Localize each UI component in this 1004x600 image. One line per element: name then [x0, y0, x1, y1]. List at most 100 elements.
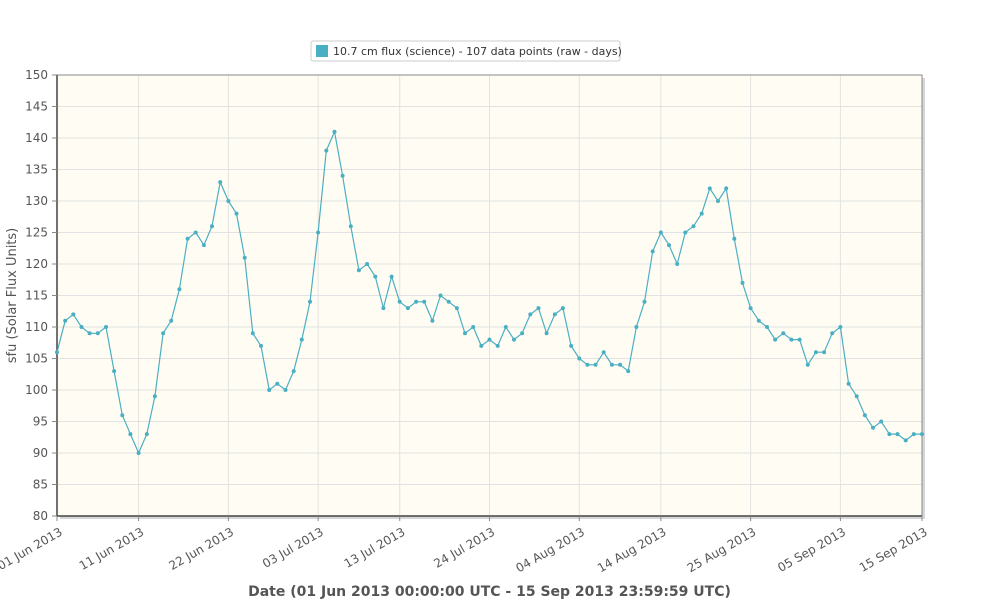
- data-point[interactable]: [683, 230, 688, 235]
- data-point[interactable]: [463, 331, 467, 336]
- data-point[interactable]: [348, 224, 353, 229]
- data-point[interactable]: [71, 312, 76, 317]
- data-point[interactable]: [699, 211, 704, 216]
- data-point[interactable]: [152, 394, 157, 399]
- data-point[interactable]: [340, 173, 345, 178]
- data-point[interactable]: [63, 318, 68, 323]
- data-point[interactable]: [740, 280, 745, 285]
- data-point[interactable]: [822, 350, 827, 355]
- data-point[interactable]: [112, 369, 117, 374]
- data-point[interactable]: [308, 299, 312, 304]
- data-point[interactable]: [324, 148, 329, 153]
- data-point[interactable]: [210, 224, 214, 229]
- data-point[interactable]: [560, 306, 565, 311]
- data-point[interactable]: [520, 331, 525, 336]
- data-point[interactable]: [79, 325, 84, 329]
- data-point[interactable]: [275, 381, 280, 386]
- data-point[interactable]: [650, 249, 655, 254]
- data-point[interactable]: [479, 343, 484, 348]
- data-point[interactable]: [838, 325, 843, 329]
- data-point[interactable]: [234, 211, 239, 216]
- data-point[interactable]: [487, 337, 492, 342]
- data-point[interactable]: [895, 432, 900, 437]
- data-point[interactable]: [495, 343, 500, 348]
- data-point[interactable]: [471, 325, 476, 329]
- data-point[interactable]: [55, 350, 59, 355]
- data-point[interactable]: [242, 255, 247, 260]
- data-point[interactable]: [601, 350, 606, 355]
- data-point[interactable]: [552, 312, 557, 317]
- data-point[interactable]: [593, 362, 598, 367]
- data-point[interactable]: [887, 432, 892, 437]
- data-point[interactable]: [781, 331, 786, 336]
- data-point[interactable]: [405, 306, 410, 311]
- data-point[interactable]: [903, 438, 908, 443]
- data-point[interactable]: [144, 432, 149, 437]
- data-point[interactable]: [805, 362, 810, 367]
- legend-box[interactable]: [310, 40, 621, 62]
- data-point[interactable]: [389, 274, 394, 279]
- legend[interactable]: 10.7 cm flux (science) - 107 data points…: [310, 40, 622, 62]
- data-point[interactable]: [512, 337, 516, 342]
- data-point[interactable]: [618, 362, 623, 367]
- data-point[interactable]: [765, 325, 769, 329]
- data-point[interactable]: [365, 262, 370, 266]
- data-point[interactable]: [169, 318, 174, 323]
- data-point[interactable]: [609, 362, 614, 367]
- data-point[interactable]: [626, 369, 631, 374]
- data-point[interactable]: [911, 432, 916, 437]
- data-point[interactable]: [259, 343, 263, 348]
- data-point[interactable]: [291, 369, 296, 374]
- data-point[interactable]: [854, 394, 859, 399]
- data-point[interactable]: [634, 325, 639, 329]
- data-point[interactable]: [104, 325, 108, 329]
- data-point[interactable]: [226, 199, 231, 203]
- data-point[interactable]: [381, 306, 386, 311]
- data-point[interactable]: [430, 318, 435, 323]
- data-point[interactable]: [830, 331, 835, 336]
- data-point[interactable]: [732, 236, 737, 241]
- data-point[interactable]: [716, 199, 720, 203]
- data-point[interactable]: [675, 262, 680, 266]
- data-point[interactable]: [724, 186, 729, 191]
- data-point[interactable]: [879, 419, 884, 424]
- data-point[interactable]: [773, 337, 778, 342]
- data-point[interactable]: [185, 236, 190, 241]
- data-point[interactable]: [316, 230, 321, 235]
- data-point[interactable]: [789, 337, 794, 342]
- data-point[interactable]: [797, 337, 802, 342]
- data-point[interactable]: [642, 299, 647, 304]
- data-point[interactable]: [414, 299, 419, 304]
- data-point[interactable]: [267, 388, 272, 392]
- data-point[interactable]: [332, 129, 337, 134]
- data-point[interactable]: [136, 451, 141, 455]
- data-point[interactable]: [871, 425, 875, 430]
- data-point[interactable]: [120, 413, 125, 418]
- data-point[interactable]: [667, 243, 671, 248]
- data-point[interactable]: [920, 432, 924, 437]
- data-point[interactable]: [397, 299, 402, 304]
- data-point[interactable]: [95, 331, 100, 336]
- data-point[interactable]: [438, 293, 443, 298]
- data-point[interactable]: [250, 331, 255, 336]
- data-point[interactable]: [658, 230, 663, 235]
- data-point[interactable]: [218, 180, 223, 185]
- data-point[interactable]: [454, 306, 459, 311]
- data-point[interactable]: [87, 331, 92, 336]
- data-point[interactable]: [128, 432, 133, 437]
- data-point[interactable]: [569, 343, 574, 348]
- data-point[interactable]: [503, 325, 508, 329]
- data-point[interactable]: [707, 186, 712, 191]
- data-point[interactable]: [544, 331, 549, 336]
- data-point[interactable]: [283, 388, 288, 392]
- data-point[interactable]: [161, 331, 166, 336]
- data-point[interactable]: [446, 299, 451, 304]
- data-point[interactable]: [748, 306, 753, 311]
- data-point[interactable]: [756, 318, 761, 323]
- data-point[interactable]: [862, 413, 867, 418]
- data-point[interactable]: [193, 230, 198, 235]
- data-point[interactable]: [201, 243, 206, 248]
- data-point[interactable]: [577, 356, 582, 361]
- data-point[interactable]: [299, 337, 304, 342]
- data-point[interactable]: [177, 287, 182, 292]
